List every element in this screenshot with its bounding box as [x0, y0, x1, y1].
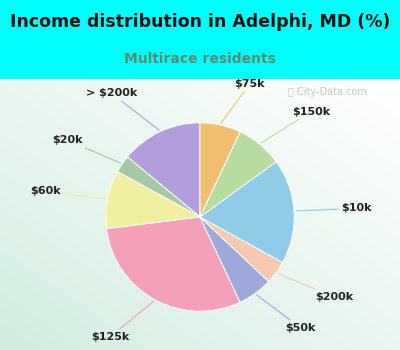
Text: Income distribution in Adelphi, MD (%): Income distribution in Adelphi, MD (%) [10, 13, 390, 31]
Wedge shape [200, 132, 276, 217]
Text: Multirace residents: Multirace residents [124, 52, 276, 66]
Text: $10k: $10k [296, 203, 372, 214]
Text: $125k: $125k [91, 301, 154, 342]
Wedge shape [118, 157, 200, 217]
Text: $20k: $20k [52, 135, 120, 163]
Wedge shape [127, 123, 200, 217]
Text: $75k: $75k [221, 79, 265, 123]
Wedge shape [106, 217, 240, 311]
Wedge shape [200, 217, 282, 281]
Wedge shape [200, 217, 269, 302]
Text: ⓘ City-Data.com: ⓘ City-Data.com [288, 87, 367, 97]
Wedge shape [106, 172, 200, 229]
Text: $50k: $50k [256, 295, 315, 332]
Text: $150k: $150k [261, 107, 330, 143]
Text: $60k: $60k [30, 187, 106, 199]
Text: > $200k: > $200k [86, 88, 159, 130]
Wedge shape [200, 123, 240, 217]
Text: $200k: $200k [278, 273, 353, 302]
Wedge shape [200, 162, 294, 262]
